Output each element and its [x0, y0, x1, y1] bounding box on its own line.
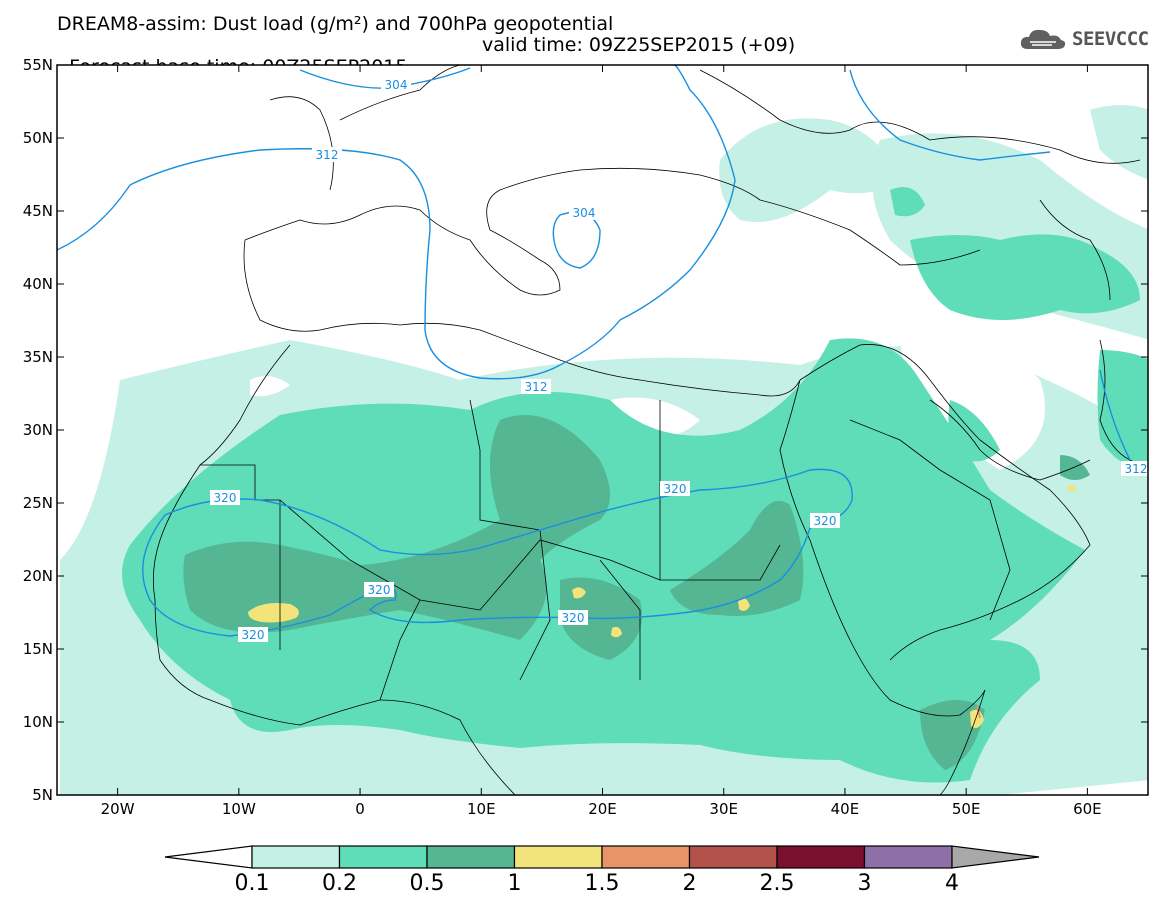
lon-label: 50E	[952, 800, 981, 818]
lon-label: 0	[355, 800, 365, 818]
contour-label-bg	[364, 582, 394, 597]
dust-level-0.2	[122, 187, 1148, 783]
colorbar-level-label: 3	[857, 871, 872, 896]
lon-label: 20E	[588, 800, 617, 818]
contour-label: 304	[385, 78, 408, 92]
contour-label-bg	[521, 379, 551, 394]
lat-label: 20N	[23, 567, 53, 585]
lon-label: 10W	[222, 800, 256, 818]
lon-label: 60E	[1073, 800, 1102, 818]
contour-label-bg	[810, 513, 840, 528]
seevccc-logo: SEEVCCC	[1018, 25, 1149, 53]
dust-level-1.5	[976, 705, 981, 719]
latitude-axis: 55N 50N 45N 40N 35N 30N 25N 20N 15N 10N 5N	[23, 56, 1148, 804]
colorbar-level-label: 0.1	[234, 871, 270, 896]
colorbar-cell	[426, 845, 516, 869]
lat-label: 10N	[23, 713, 53, 731]
lat-label: 30N	[23, 421, 53, 439]
lat-label: 35N	[23, 348, 53, 366]
lon-label: 30E	[709, 800, 738, 818]
dust-level-1	[248, 485, 1077, 728]
lon-label: 40E	[831, 800, 860, 818]
valid-time: valid time: 09Z25SEP2015 (+09)	[482, 34, 796, 56]
contour-label-bg	[660, 481, 690, 496]
map-title: DREAM8-assim: Dust load (g/m²) and 700hP…	[57, 13, 614, 35]
coastlines-borders	[152, 65, 1148, 795]
colorbar-level-label: 0.5	[409, 871, 445, 896]
colorbar-cell	[863, 845, 953, 869]
contour-label: 320	[368, 583, 391, 597]
contour-label: 312	[1125, 462, 1148, 476]
colorbar-level-label: 2.5	[759, 871, 795, 896]
lat-label: 50N	[23, 129, 53, 147]
contour-label: 320	[562, 611, 585, 625]
contour-label-bg	[381, 77, 411, 92]
lat-label: 5N	[32, 786, 53, 804]
colorbar-cell	[338, 845, 428, 869]
colorbar-cell	[513, 845, 603, 869]
contour-label-bg	[312, 147, 342, 162]
lon-label: 10E	[467, 800, 496, 818]
contour-label: 312	[525, 380, 548, 394]
colorbar-level-label: 4	[945, 871, 959, 896]
contour-label: 320	[242, 628, 265, 642]
contour-label: 320	[814, 514, 837, 528]
colorbar-cell	[776, 845, 866, 869]
longitude-axis: 20W 10W 0 10E 20E 30E 40E 50E 60E	[101, 65, 1102, 818]
map-plot-area: 304 312 304 312 320 320 320 320 320 320 312	[57, 65, 1148, 795]
contour-label: 304	[573, 206, 596, 220]
contour-label: 320	[664, 482, 687, 496]
contour-label-bg	[238, 627, 268, 642]
colorbar-low-arrow	[164, 845, 253, 869]
lat-label: 55N	[23, 56, 53, 74]
lat-label: 40N	[23, 275, 53, 293]
colorbar-cell	[601, 845, 691, 869]
lat-label: 25N	[23, 494, 53, 512]
cloud-icon	[1020, 29, 1066, 49]
contour-label-bg	[210, 490, 240, 505]
colorbar-cell	[688, 845, 778, 869]
colorbar	[164, 845, 1040, 869]
contour-label-bg	[1121, 461, 1148, 476]
contour-label: 320	[214, 491, 237, 505]
colorbar-high-arrow	[951, 845, 1040, 869]
colorbar-level-label: 2	[682, 871, 697, 896]
contour-label: 312	[316, 148, 339, 162]
lon-label: 20W	[101, 800, 135, 818]
geopotential-contours	[57, 65, 1131, 637]
logo-text: SEEVCCC	[1072, 28, 1149, 50]
contour-label-bg	[569, 205, 599, 220]
colorbar-cell	[251, 845, 341, 869]
contour-labels: 304 312 304 312 320 320 320 320 320 320 312	[210, 77, 1148, 642]
lat-label: 45N	[23, 202, 53, 220]
colorbar-level-label: 0.2	[322, 871, 357, 896]
lat-label: 15N	[23, 640, 53, 658]
colorbar-level-label: 1	[507, 871, 522, 896]
contour-label-bg	[558, 610, 588, 625]
colorbar-level-label: 1.5	[584, 871, 620, 896]
